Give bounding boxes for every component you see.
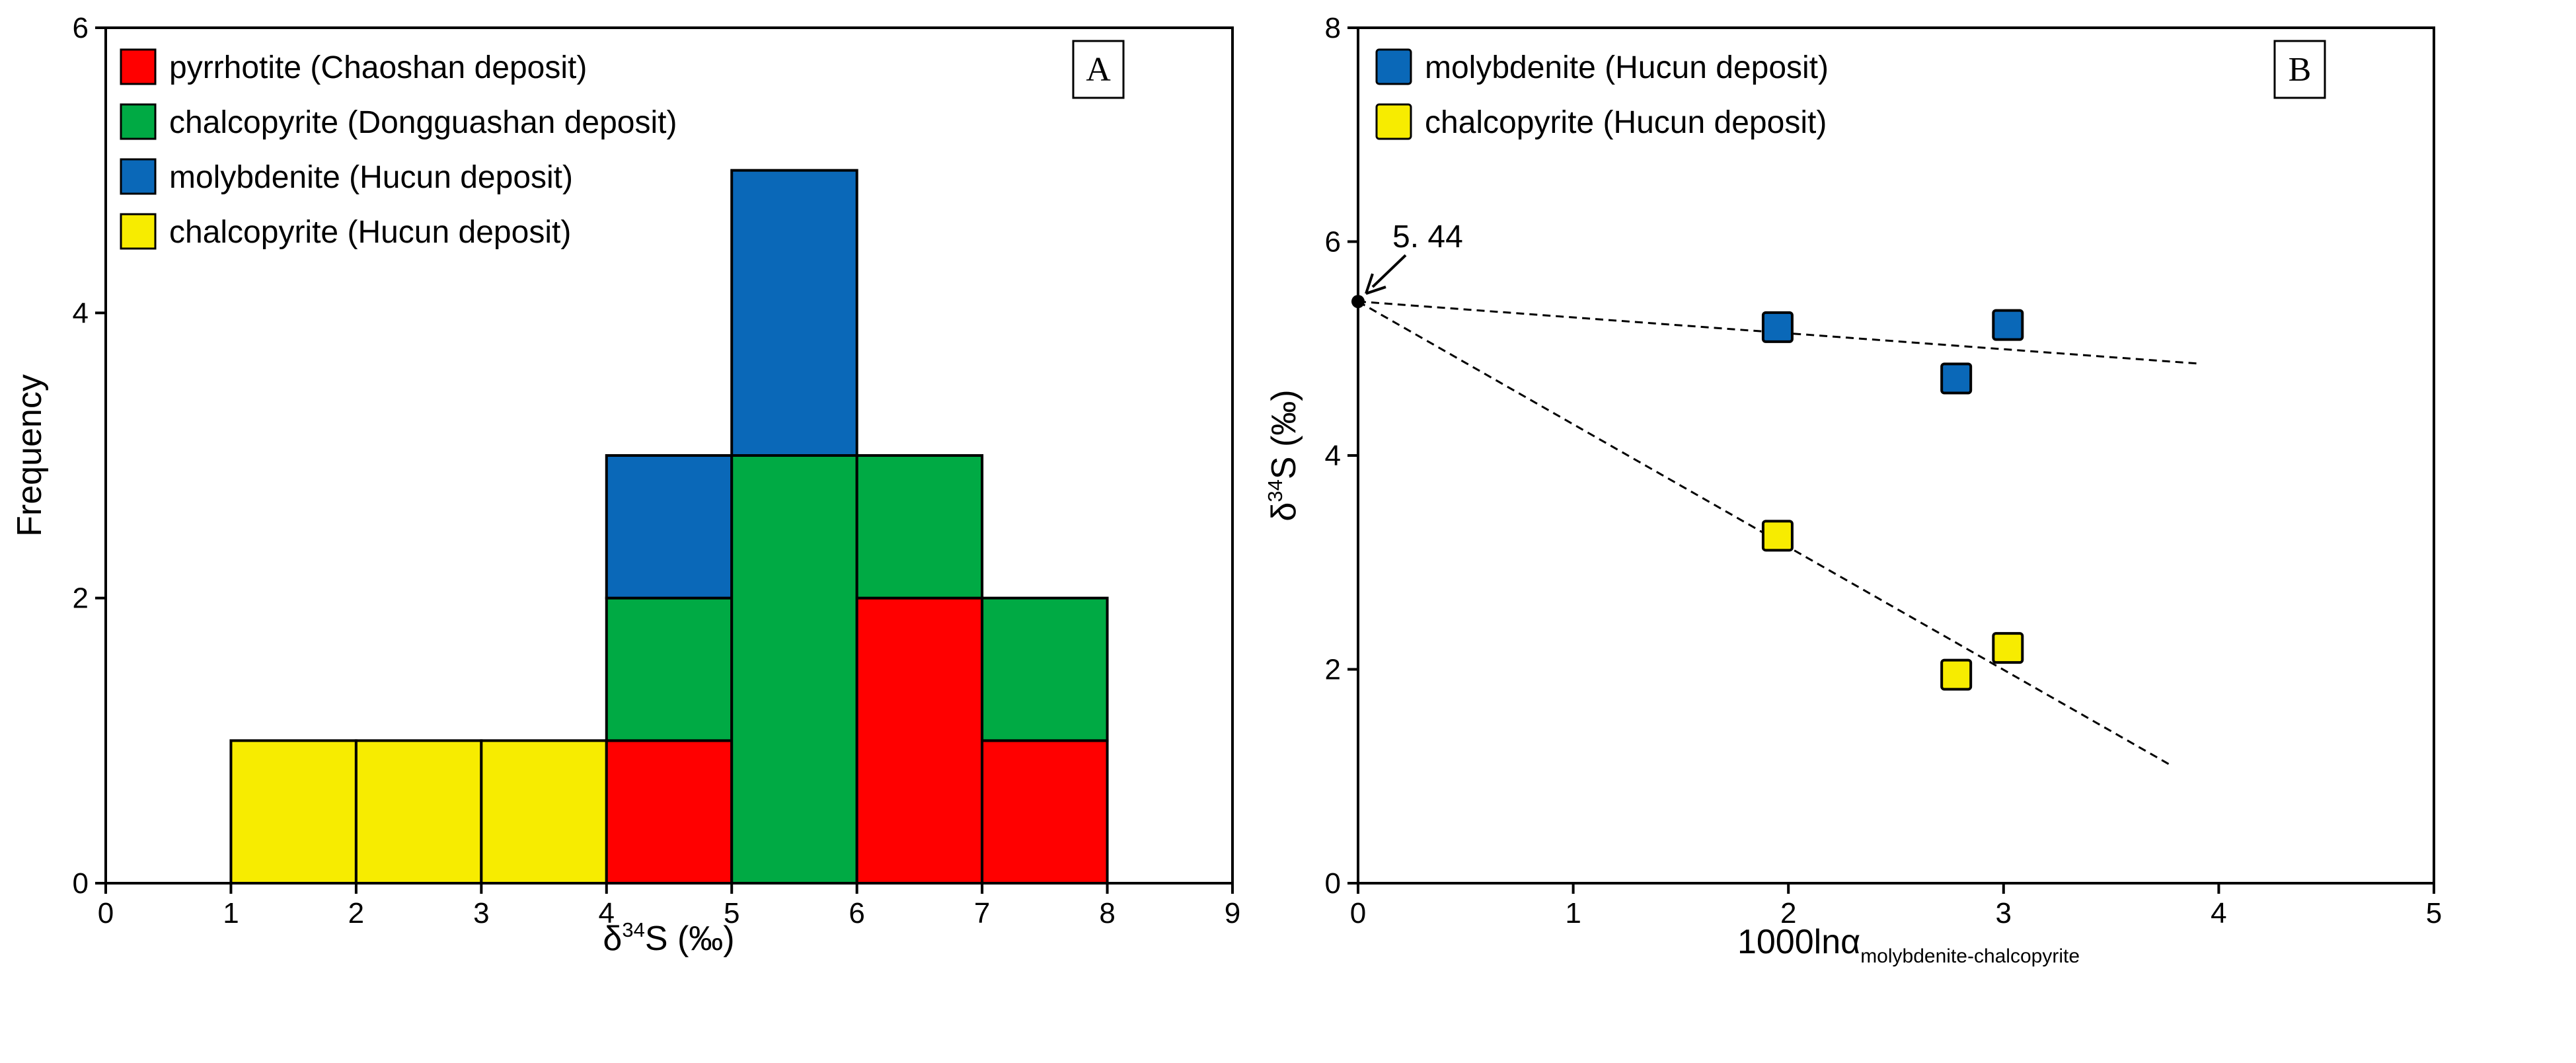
intercept-point [1351,295,1365,309]
histogram-bar [605,596,734,742]
y-tick-label: 2 [73,582,89,615]
histogram-bar [354,739,483,885]
y-tick-label: 6 [73,12,89,44]
histogram-bar [981,596,1109,742]
y-tick-label: 2 [1325,654,1341,686]
legend-swatch [120,213,157,250]
intercept-arrowhead [1365,273,1386,295]
panel-a-y-axis-title: Frequency [11,374,49,537]
panel-a-label: A [1086,51,1111,89]
panel-b-y-axis-title: δ34S (‰) [1264,389,1303,521]
histogram-bar [855,454,984,600]
histogram-bar [855,596,984,885]
x-tick-label: 4 [2211,897,2226,929]
x-tick-label: 6 [849,897,864,929]
x-tick-label: 0 [1350,897,1366,929]
x-tick-label: 5 [724,897,739,929]
histogram-bar [730,454,858,885]
panel-a-x-axis-title: δ34S (‰) [603,918,734,958]
y-tick-label: 6 [1325,226,1341,258]
panel-b-x-axis: 0 1 2 3 4 5 [1350,883,2442,929]
legend-swatch [1375,103,1412,140]
histogram-bar [605,454,734,600]
panel-a-label-box [1072,40,1125,99]
panel-b-ylabel-prefix: δ [1265,502,1303,522]
y-tick-label: 4 [1325,440,1341,472]
x-tick-label: 1 [1565,897,1581,929]
x-tick-label: 2 [1780,897,1796,929]
panel-b-label-box [2273,40,2326,99]
data-point [1761,311,1794,343]
panel-a-bars [229,169,1109,885]
panel-b-xlabel-main: 1000lnα [1737,923,1860,961]
trend-line [1357,300,2197,365]
x-tick-label: 3 [1996,897,2012,929]
intercept-arrow [1371,254,1407,288]
data-point [1940,362,1973,395]
x-tick-label: 2 [348,897,364,929]
panel-a-xlabel-prefix: δ [603,920,622,958]
panel-b-ylabel-suffix: S (‰) [1265,389,1303,479]
histogram-bar [605,739,734,885]
legend-label: molybdenite (Hucun deposit) [169,160,573,195]
data-point [1992,309,2024,341]
panel-a-y-axis: 0 2 4 6 [73,12,106,900]
x-tick-label: 8 [1099,897,1115,929]
panel-b-frame [1357,26,2435,885]
panel-b-intercept-annotation: 5. 44 [1351,219,1463,309]
data-point [1992,632,2024,664]
x-tick-label: 9 [1225,897,1240,929]
panel-a-xlabel-sup: 34 [622,918,644,941]
legend-label: chalcopyrite (Hucun deposit) [169,215,571,250]
legend-swatch [1375,48,1412,85]
histogram-bar [480,739,608,885]
histogram-bar [229,739,358,885]
legend-label: molybdenite (Hucun deposit) [1425,50,1829,85]
legend-label: chalcopyrite (Hucun deposit) [1425,105,1827,140]
x-tick-label: 5 [2426,897,2442,929]
x-tick-label: 0 [98,897,114,929]
panel-b-legend: molybdenite (Hucun deposit) chalcopyrite … [1375,48,1829,140]
data-point [1940,658,1973,691]
panel-a-xlabel-suffix: S (‰) [645,920,735,958]
panel-b-label: B [2289,51,2312,89]
data-point [1761,520,1794,552]
x-tick-label: 3 [473,897,489,929]
y-tick-label: 4 [73,297,89,329]
panel-b-x-axis-title: 1000lnαmolybdenite-chalcopyrite [1737,923,2080,967]
x-tick-label: 7 [974,897,990,929]
legend-swatch [120,48,157,85]
panel-b-xlabel-sub: molybdenite-chalcopyrite [1860,945,2080,967]
histogram-bar [730,169,858,457]
legend-label: chalcopyrite (Dongguashan deposit) [169,105,677,140]
panel-a-frame [104,26,1234,885]
legend-swatch [120,103,157,140]
x-tick-label: 4 [599,897,615,929]
histogram-bar [981,739,1109,885]
panel-a-legend: pyrrhotite (Chaoshan deposit) chalcopyrit… [120,48,677,250]
panel-b-ylabel-sup: 34 [1264,479,1287,502]
y-tick-label: 8 [1325,12,1341,44]
panel-a-x-axis: 0 1 2 3 4 5 6 7 8 9 [98,883,1240,929]
panel-b-points [1761,309,2024,691]
y-tick-label: 0 [73,867,89,900]
legend-swatch [120,158,157,195]
y-tick-label: 0 [1325,867,1341,900]
legend-label: pyrrhotite (Chaoshan deposit) [169,50,587,85]
intercept-label: 5. 44 [1392,219,1463,255]
x-tick-label: 1 [223,897,239,929]
panel-b-y-axis: 0 2 4 6 8 [1325,12,1358,900]
